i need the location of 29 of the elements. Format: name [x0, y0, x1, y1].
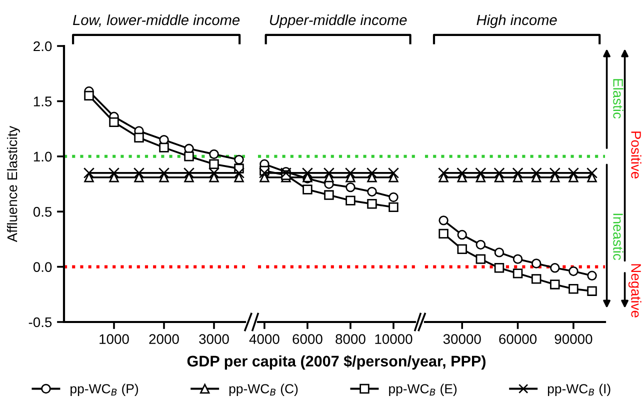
legend-label: pp-WC$_{B}$ (P): [70, 384, 138, 396]
x-tick-label: 30000: [443, 334, 481, 344]
text: Elastic: [613, 79, 624, 119]
x-tick-label: 1000: [100, 334, 129, 344]
y-tick-label: 1.5: [34, 96, 52, 106]
x-tick-label: 4000: [249, 334, 280, 344]
y-tick-label: 1.0: [34, 152, 52, 162]
text: Upper-middle income: [270, 14, 407, 28]
text: Positive: [631, 132, 642, 178]
text: Low, lower-middle income: [73, 14, 240, 27]
legend-label: pp-WC$_{B}$ (I): [548, 384, 610, 396]
x-tick-label: 8000: [336, 334, 366, 344]
x-tick-label: 2000: [149, 334, 179, 344]
y-tick-label: 0.5: [33, 206, 52, 217]
x-tick-label: 3000: [199, 334, 229, 344]
x-tick-label: 90000: [554, 334, 592, 344]
text: Ineastic: [613, 214, 624, 260]
x-axis-title: GDP per capita (2007 $/person/year, PPP): [187, 355, 486, 370]
y-tick-label: -0.5: [28, 317, 52, 328]
x-tick-label: 60000: [499, 334, 537, 344]
x-tick-label: 10000: [375, 334, 412, 344]
y-axis-title: Affluence Elasticity: [6, 126, 20, 242]
y-tick-label: 2.0: [34, 41, 52, 52]
y-tick-label: 0.0: [33, 262, 52, 272]
legend-label: pp-WC$_{B}$ (C): [229, 384, 298, 396]
text: High income: [476, 14, 557, 28]
x-tick-label: 6000: [292, 334, 322, 344]
legend-label: pp-WC$_{B}$ (E): [389, 384, 457, 396]
text: Negative: [628, 264, 642, 318]
